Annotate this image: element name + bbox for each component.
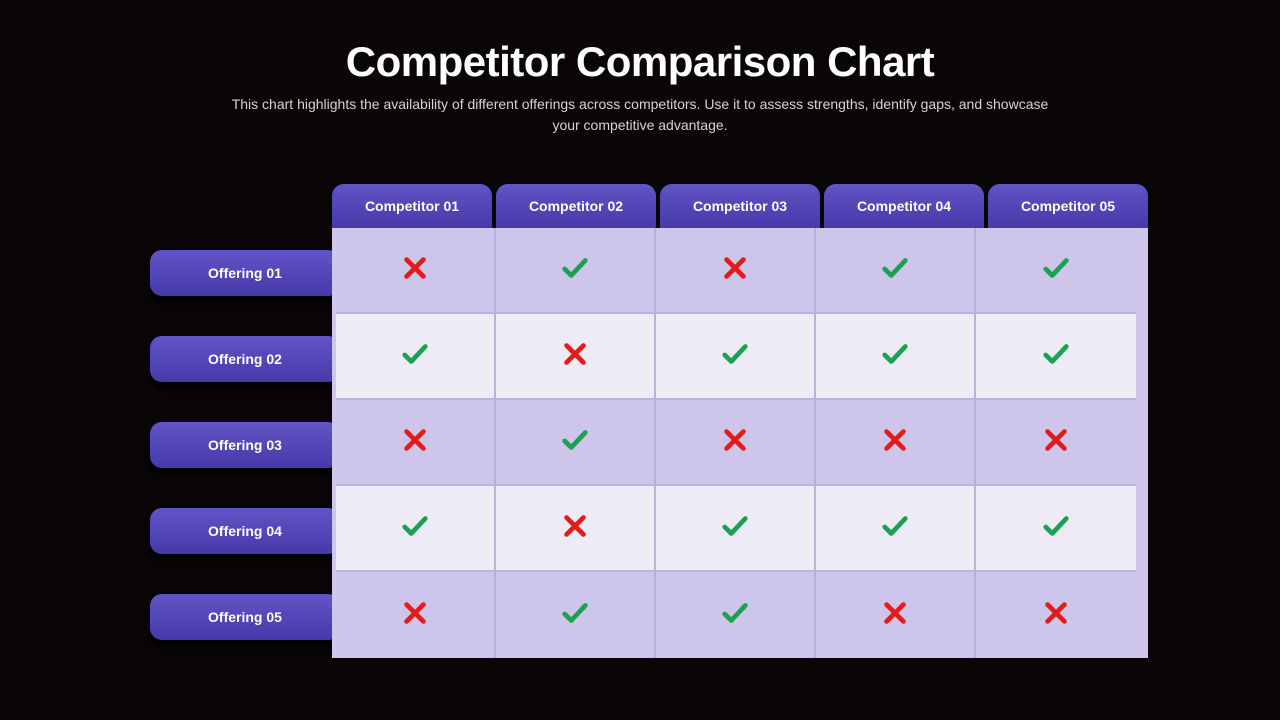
body-rows	[332, 228, 1148, 658]
check-icon	[720, 598, 750, 633]
cross-icon	[1041, 598, 1071, 633]
table-cell	[336, 228, 496, 314]
cross-icon	[1041, 425, 1071, 460]
table-cell	[816, 572, 976, 658]
check-icon	[880, 339, 910, 374]
table-cell	[496, 228, 656, 314]
offering-pill: Offering 04	[150, 508, 340, 554]
comparison-grid: Competitor 01 Competitor 02 Competitor 0…	[332, 184, 1148, 660]
check-icon	[880, 253, 910, 288]
cross-icon	[880, 425, 910, 460]
table-cell	[816, 314, 976, 400]
check-icon	[720, 339, 750, 374]
comparison-chart: Offering 01 Offering 02 Offering 03 Offe…	[150, 184, 1148, 660]
table-cell	[336, 572, 496, 658]
check-icon	[1041, 511, 1071, 546]
table-row	[332, 314, 1148, 400]
header-row: Competitor 01 Competitor 02 Competitor 0…	[332, 184, 1148, 228]
table-cell	[976, 400, 1136, 486]
offering-pill: Offering 01	[150, 250, 340, 296]
table-cell	[976, 228, 1136, 314]
table-cell	[816, 486, 976, 572]
cross-icon	[400, 253, 430, 288]
table-cell	[976, 314, 1136, 400]
table-cell	[656, 314, 816, 400]
check-icon	[400, 511, 430, 546]
offering-column: Offering 01 Offering 02 Offering 03 Offe…	[150, 184, 340, 660]
offering-pill: Offering 03	[150, 422, 340, 468]
page-title: Competitor Comparison Chart	[0, 0, 1280, 86]
table-row	[332, 228, 1148, 314]
table-cell	[976, 572, 1136, 658]
check-icon	[1041, 339, 1071, 374]
competitor-header: Competitor 04	[824, 184, 984, 228]
competitor-header: Competitor 03	[660, 184, 820, 228]
cross-icon	[400, 425, 430, 460]
table-row	[332, 400, 1148, 486]
check-icon	[1041, 253, 1071, 288]
table-row	[332, 486, 1148, 572]
table-cell	[336, 400, 496, 486]
cross-icon	[720, 425, 750, 460]
cross-icon	[560, 511, 590, 546]
table-cell	[816, 228, 976, 314]
page-subtitle: This chart highlights the availability o…	[230, 94, 1050, 136]
competitor-header: Competitor 02	[496, 184, 656, 228]
offering-pill: Offering 02	[150, 336, 340, 382]
table-cell	[656, 572, 816, 658]
table-cell	[976, 486, 1136, 572]
check-icon	[560, 598, 590, 633]
check-icon	[400, 339, 430, 374]
table-cell	[496, 572, 656, 658]
check-icon	[560, 253, 590, 288]
check-icon	[720, 511, 750, 546]
table-cell	[656, 228, 816, 314]
table-cell	[816, 400, 976, 486]
table-cell	[496, 314, 656, 400]
cross-icon	[720, 253, 750, 288]
table-cell	[496, 486, 656, 572]
table-cell	[656, 486, 816, 572]
table-row	[332, 572, 1148, 658]
competitor-header: Competitor 01	[332, 184, 492, 228]
table-cell	[496, 400, 656, 486]
cross-icon	[400, 598, 430, 633]
check-icon	[560, 425, 590, 460]
offering-pill: Offering 05	[150, 594, 340, 640]
table-cell	[336, 314, 496, 400]
competitor-header: Competitor 05	[988, 184, 1148, 228]
table-cell	[656, 400, 816, 486]
cross-icon	[560, 339, 590, 374]
check-icon	[880, 511, 910, 546]
cross-icon	[880, 598, 910, 633]
table-cell	[336, 486, 496, 572]
